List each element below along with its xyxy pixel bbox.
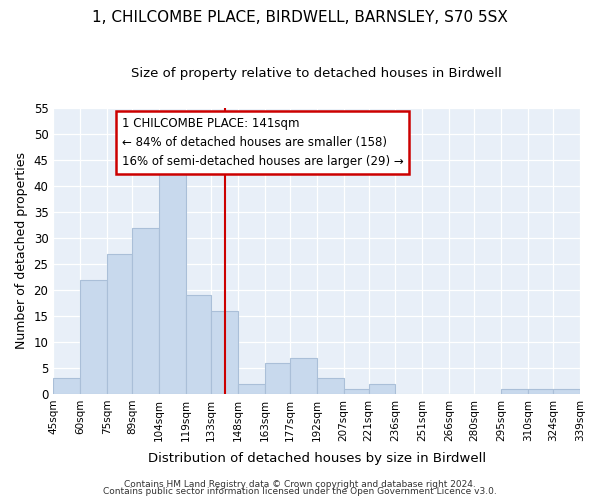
Bar bbox=[501, 388, 528, 394]
Bar bbox=[132, 228, 159, 394]
Text: 1, CHILCOMBE PLACE, BIRDWELL, BARNSLEY, S70 5SX: 1, CHILCOMBE PLACE, BIRDWELL, BARNSLEY, … bbox=[92, 10, 508, 25]
Bar bbox=[344, 388, 368, 394]
X-axis label: Distribution of detached houses by size in Birdwell: Distribution of detached houses by size … bbox=[148, 452, 486, 465]
Bar bbox=[553, 388, 580, 394]
Bar bbox=[159, 155, 186, 394]
Bar bbox=[317, 378, 344, 394]
Bar bbox=[80, 280, 107, 394]
Bar bbox=[265, 362, 290, 394]
Bar bbox=[53, 378, 80, 394]
Bar bbox=[368, 384, 395, 394]
Title: Size of property relative to detached houses in Birdwell: Size of property relative to detached ho… bbox=[131, 68, 502, 80]
Bar bbox=[107, 254, 132, 394]
Text: 1 CHILCOMBE PLACE: 141sqm
← 84% of detached houses are smaller (158)
16% of semi: 1 CHILCOMBE PLACE: 141sqm ← 84% of detac… bbox=[122, 116, 404, 168]
Bar bbox=[211, 310, 238, 394]
Y-axis label: Number of detached properties: Number of detached properties bbox=[15, 152, 28, 350]
Text: Contains public sector information licensed under the Open Government Licence v3: Contains public sector information licen… bbox=[103, 488, 497, 496]
Text: Contains HM Land Registry data © Crown copyright and database right 2024.: Contains HM Land Registry data © Crown c… bbox=[124, 480, 476, 489]
Bar bbox=[186, 295, 211, 394]
Bar bbox=[528, 388, 553, 394]
Bar bbox=[238, 384, 265, 394]
Bar bbox=[290, 358, 317, 394]
